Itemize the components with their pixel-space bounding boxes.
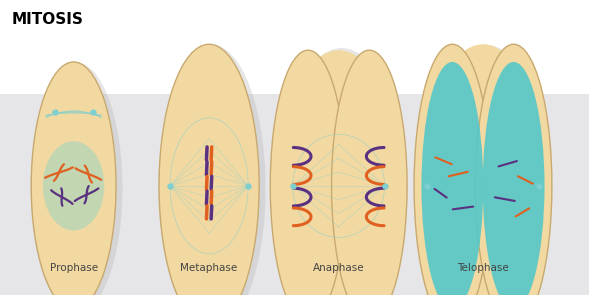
Ellipse shape	[158, 45, 266, 295]
FancyBboxPatch shape	[0, 94, 589, 295]
Ellipse shape	[421, 62, 483, 295]
Text: Metaphase: Metaphase	[180, 263, 238, 273]
FancyBboxPatch shape	[0, 0, 589, 94]
Text: Telophase: Telophase	[457, 263, 509, 273]
Ellipse shape	[270, 50, 346, 295]
Ellipse shape	[421, 44, 545, 295]
Ellipse shape	[31, 63, 123, 295]
Text: MITOSIS: MITOSIS	[12, 12, 84, 27]
Ellipse shape	[423, 45, 548, 295]
Ellipse shape	[482, 62, 544, 295]
Ellipse shape	[332, 50, 407, 295]
Text: Prophase: Prophase	[49, 263, 98, 273]
Ellipse shape	[414, 44, 491, 295]
Ellipse shape	[279, 48, 404, 295]
Ellipse shape	[31, 62, 116, 295]
Ellipse shape	[159, 44, 259, 295]
Ellipse shape	[43, 141, 104, 230]
Ellipse shape	[277, 50, 401, 295]
Text: Anaphase: Anaphase	[313, 263, 365, 273]
Ellipse shape	[475, 44, 552, 295]
